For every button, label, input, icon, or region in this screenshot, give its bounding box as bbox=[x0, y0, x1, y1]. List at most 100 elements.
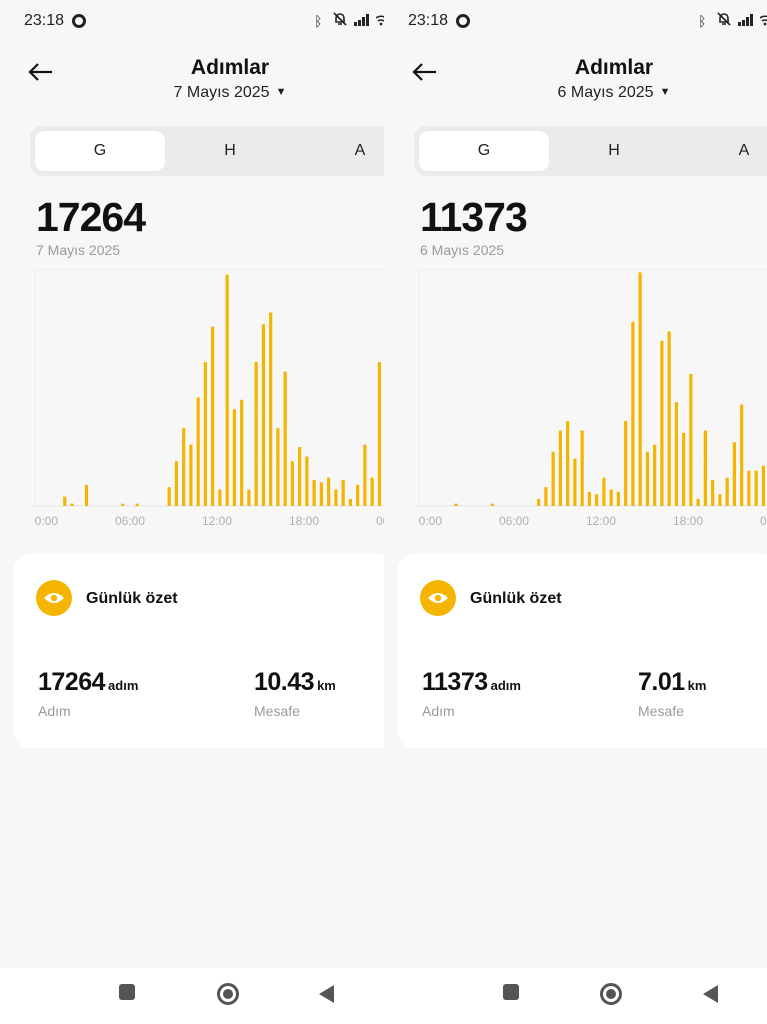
status-bar: 23:18 ᛒ bbox=[0, 8, 384, 34]
total-steps-value: 11373 bbox=[420, 194, 528, 240]
chart-bar bbox=[196, 397, 200, 506]
steps-bar-chart: 00:00 06:00 12:00 18:00 00:00 bbox=[418, 269, 767, 528]
status-time: 23:18 bbox=[408, 12, 449, 29]
tab-week[interactable]: H bbox=[608, 142, 620, 159]
distance-stat-unit: km bbox=[687, 678, 707, 693]
chart-bar bbox=[298, 447, 302, 506]
chart-bar bbox=[703, 430, 707, 506]
chart-bar bbox=[711, 480, 715, 506]
chart-bar bbox=[747, 470, 751, 506]
date-selector[interactable]: 6 Mayıs 2025 ▼ bbox=[384, 84, 767, 102]
chart-bar bbox=[254, 362, 258, 506]
steps-stat-value: 17264 bbox=[38, 668, 106, 696]
summary-title: Günlük özet bbox=[86, 590, 178, 607]
steps-stat: 11373 adım Adım bbox=[422, 668, 521, 719]
caret-down-icon: ▼ bbox=[659, 86, 671, 98]
chart-bar bbox=[247, 489, 251, 506]
steps-stat-label: Adım bbox=[38, 703, 71, 719]
chart-bar bbox=[682, 432, 686, 506]
back-arrow-icon[interactable] bbox=[408, 60, 440, 84]
chart-bar bbox=[327, 477, 331, 506]
back-button[interactable] bbox=[703, 985, 718, 1003]
chart-bar bbox=[580, 430, 584, 506]
steps-stat-unit: adım bbox=[490, 678, 521, 693]
caret-down-icon: ▼ bbox=[275, 86, 287, 98]
panel-may-7: 23:18 ᛒ Adımlar 7 Mayıs 2025 ▼ G H A 1726… bbox=[0, 0, 384, 968]
page-title: Adımlar bbox=[190, 56, 270, 79]
chart-bar bbox=[312, 480, 316, 506]
bluetooth-icon: ᛒ bbox=[698, 13, 709, 29]
header: Adımlar 7 Mayıs 2025 ▼ bbox=[0, 52, 384, 112]
chart-bar bbox=[740, 404, 744, 506]
chart-bar bbox=[573, 458, 577, 506]
chart-bar bbox=[587, 491, 591, 506]
date-selector-label: 7 Mayıs 2025 bbox=[173, 84, 270, 101]
chart-bar bbox=[616, 491, 620, 506]
chart-bar bbox=[718, 494, 722, 506]
chart-bar bbox=[674, 402, 678, 506]
chart-tick-label: 18:00 bbox=[289, 514, 319, 528]
bell-muted-icon bbox=[716, 12, 732, 29]
chart-bar bbox=[761, 465, 765, 506]
chart-bar bbox=[225, 274, 229, 506]
tab-month[interactable]: A bbox=[354, 142, 366, 159]
recents-button[interactable] bbox=[503, 984, 519, 1000]
chart-bar bbox=[653, 444, 657, 506]
status-icons: ᛒ bbox=[312, 12, 384, 29]
daily-summary-card: Günlük özet 11373 adım Adım 7.01 km Mesafe bbox=[398, 554, 767, 748]
chart-bar bbox=[602, 477, 606, 506]
chart-bar bbox=[319, 482, 323, 506]
back-arrow-icon[interactable] bbox=[24, 60, 56, 84]
daily-summary-card: Günlük özet 17264 adım Adım 10.43 km Mesaf… bbox=[14, 554, 384, 748]
chart-bar bbox=[689, 373, 693, 506]
tab-day[interactable]: G bbox=[35, 131, 165, 171]
home-button[interactable] bbox=[217, 983, 239, 1005]
chart-bar bbox=[121, 503, 125, 506]
chart-bar bbox=[174, 461, 178, 506]
distance-stat: 7.01 km Mesafe bbox=[638, 668, 706, 719]
chart-bar bbox=[269, 312, 273, 506]
chart-tick-label: 06:00 bbox=[499, 514, 529, 528]
chart-bar bbox=[638, 272, 642, 506]
tab-week[interactable]: H bbox=[224, 142, 236, 159]
bell-muted-icon bbox=[332, 12, 348, 29]
wifi-icon bbox=[759, 13, 767, 29]
chart-bar bbox=[261, 324, 265, 506]
tab-day[interactable]: G bbox=[419, 131, 549, 171]
steps-stat-value: 11373 bbox=[422, 668, 488, 696]
chart-bar bbox=[725, 477, 729, 506]
panel-may-6: 23:18 ᛒ Adımlar 6 Mayıs 2025 ▼ G H A 1137… bbox=[384, 0, 767, 968]
chart-bar bbox=[167, 487, 171, 506]
chart-bar bbox=[667, 331, 671, 506]
steps-stat-unit: adım bbox=[108, 678, 139, 693]
chart-bar bbox=[240, 399, 244, 506]
recents-button[interactable] bbox=[119, 984, 135, 1000]
chart-bar bbox=[544, 487, 548, 506]
chart-tick-label: 00:00 bbox=[376, 514, 384, 528]
status-time: 23:18 bbox=[24, 12, 65, 29]
chart-bar bbox=[377, 362, 381, 506]
header: Adımlar 6 Mayıs 2025 ▼ bbox=[384, 52, 767, 112]
chart-bar bbox=[660, 340, 664, 506]
chart-bar bbox=[370, 477, 374, 506]
chart-bar bbox=[537, 498, 541, 506]
chart-bar bbox=[63, 496, 67, 506]
chart-bar bbox=[189, 444, 193, 506]
eye-icon bbox=[420, 580, 456, 616]
chart-bar bbox=[84, 484, 89, 506]
page-title: Adımlar bbox=[574, 56, 654, 79]
eye-icon bbox=[36, 580, 72, 616]
back-button[interactable] bbox=[319, 985, 334, 1003]
steps-bar-chart: 00:00 06:00 12:00 18:00 00:00 bbox=[34, 269, 384, 528]
chart-bar bbox=[334, 489, 338, 506]
date-selector[interactable]: 7 Mayıs 2025 ▼ bbox=[0, 84, 384, 102]
chart-bar bbox=[624, 421, 628, 506]
distance-stat-label: Mesafe bbox=[254, 703, 300, 719]
chart-tick-label: 12:00 bbox=[202, 514, 232, 528]
home-button[interactable] bbox=[600, 983, 622, 1005]
chart-bar bbox=[754, 470, 758, 506]
chart-bar bbox=[732, 442, 736, 506]
total-steps-date: 6 Mayıs 2025 bbox=[420, 242, 505, 258]
chart-bar bbox=[232, 409, 236, 506]
tab-month[interactable]: A bbox=[738, 142, 750, 159]
